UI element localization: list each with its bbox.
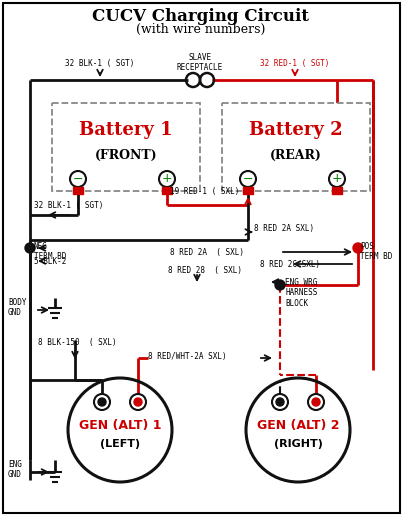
Bar — [243, 187, 253, 194]
Text: ENG
GND: ENG GND — [8, 460, 22, 479]
Circle shape — [130, 394, 146, 410]
Text: GEN (ALT) 2: GEN (ALT) 2 — [257, 418, 339, 431]
Text: (FRONT): (FRONT) — [95, 149, 157, 162]
Text: +: + — [133, 395, 143, 409]
Text: 8 RED 2C SXL): 8 RED 2C SXL) — [260, 260, 320, 268]
Circle shape — [312, 398, 320, 406]
Text: SLAVE
RECEPTACLE: SLAVE RECEPTACLE — [177, 53, 223, 72]
Text: −: − — [73, 172, 83, 185]
Circle shape — [276, 398, 284, 406]
Text: POS
TERM BD: POS TERM BD — [360, 242, 393, 262]
Text: 5 BLK-2: 5 BLK-2 — [34, 257, 66, 266]
Bar — [162, 187, 172, 194]
Text: 32 RED-1 ( SGT): 32 RED-1 ( SGT) — [260, 59, 330, 68]
Text: Battery 2: Battery 2 — [249, 121, 343, 139]
FancyBboxPatch shape — [222, 103, 370, 191]
Text: −: − — [275, 395, 285, 409]
Circle shape — [134, 398, 142, 406]
Circle shape — [275, 280, 285, 290]
Text: CUCV Charging Circuit: CUCV Charging Circuit — [93, 8, 310, 25]
Circle shape — [25, 243, 35, 253]
Text: GEN (ALT) 1: GEN (ALT) 1 — [79, 418, 161, 431]
Text: ENG WRG
HARNESS
BLOCK: ENG WRG HARNESS BLOCK — [285, 278, 318, 308]
Text: NEG
TERM BD: NEG TERM BD — [34, 242, 66, 262]
Text: (with wire numbers): (with wire numbers) — [136, 23, 266, 36]
Text: −: − — [243, 172, 253, 185]
Circle shape — [98, 398, 106, 406]
Text: 32 BLK-1 ( SGT): 32 BLK-1 ( SGT) — [34, 201, 104, 210]
Circle shape — [308, 394, 324, 410]
Circle shape — [70, 171, 86, 187]
FancyBboxPatch shape — [52, 103, 200, 191]
Text: +: + — [332, 172, 342, 185]
Circle shape — [240, 171, 256, 187]
Text: 8 RED/WHT-2A SXL): 8 RED/WHT-2A SXL) — [148, 351, 226, 361]
Text: 32 BLK-1 ( SGT): 32 BLK-1 ( SGT) — [65, 59, 135, 68]
Text: Battery 1: Battery 1 — [79, 121, 173, 139]
Text: +: + — [311, 395, 321, 409]
Bar — [332, 187, 342, 194]
Text: −: − — [97, 395, 107, 409]
Text: 8 RED 2A  ( SXL): 8 RED 2A ( SXL) — [170, 248, 244, 256]
Circle shape — [94, 394, 110, 410]
Circle shape — [272, 394, 288, 410]
Text: (REAR): (REAR) — [270, 149, 322, 162]
Circle shape — [329, 171, 345, 187]
Circle shape — [159, 171, 175, 187]
Text: 8 RED 2A SXL): 8 RED 2A SXL) — [254, 223, 314, 233]
Bar — [73, 187, 83, 194]
Text: 8 BLK-150  ( SXL): 8 BLK-150 ( SXL) — [38, 338, 116, 347]
Text: (LEFT): (LEFT) — [100, 439, 140, 449]
Text: +: + — [162, 172, 172, 185]
Text: 8 RED 28  ( SXL): 8 RED 28 ( SXL) — [168, 266, 242, 275]
Circle shape — [353, 243, 363, 253]
Text: BODY
GND: BODY GND — [8, 298, 27, 317]
Text: 19 RED-1 ( SXL): 19 RED-1 ( SXL) — [170, 187, 239, 196]
Text: (RIGHT): (RIGHT) — [274, 439, 322, 449]
